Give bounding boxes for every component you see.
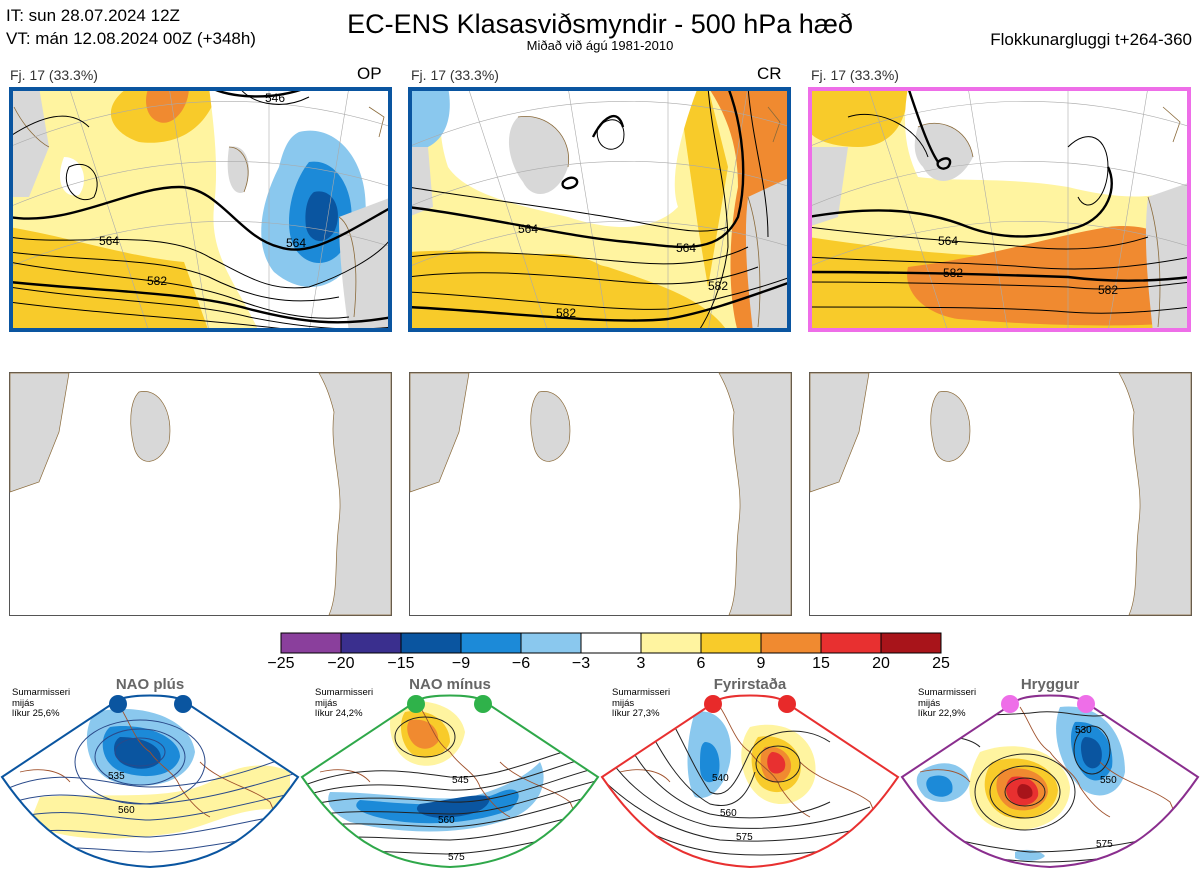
contour-label: 575 <box>1096 839 1113 850</box>
colorbar-ticks: −25 −20 −15 −9 −6 −3 3 6 9 15 20 25 <box>250 655 970 675</box>
contour-label: 564 <box>518 222 538 236</box>
regime-dot <box>174 695 192 713</box>
colorbar-swatch <box>400 632 462 654</box>
header-timestamps: IT: sun 28.07.2024 12Z VT: mán 12.08.202… <box>6 4 256 50</box>
page-subtitle: Miðað við ágú 1981-2010 <box>526 38 674 53</box>
colorbar <box>280 632 942 654</box>
colorbar-tick: −6 <box>511 655 531 672</box>
regime-dot <box>704 695 722 713</box>
contour-label: 582 <box>147 274 167 288</box>
colorbar-tick: 25 <box>932 655 950 672</box>
panel-border <box>408 87 791 332</box>
contour-label: 564 <box>676 241 696 255</box>
contour-label: 535 <box>108 771 125 782</box>
regime-map-ridge: 530 550 575 <box>900 694 1200 869</box>
colorbar-swatch <box>700 632 762 654</box>
contour-label: 575 <box>448 852 465 863</box>
colorbar-swatch <box>820 632 882 654</box>
regime-title-nao-plus: NAO plús <box>115 676 185 693</box>
contour-label: 582 <box>943 266 963 280</box>
colorbar-swatch <box>340 632 402 654</box>
contour-label: 564 <box>99 234 119 248</box>
panel-3-label: Fj. 17 (33.3%) <box>811 67 899 83</box>
colorbar-swatch <box>520 632 582 654</box>
contour-label: 564 <box>938 234 958 248</box>
panel-2-label: Fj. 17 (33.3%) <box>411 67 499 83</box>
colorbar-tick: 6 <box>696 655 706 672</box>
contour-label: 550 <box>1100 775 1117 786</box>
regime-note-1: Sumarmisseri mijás líkur 25,6% <box>12 687 71 719</box>
regime-dot <box>474 695 492 713</box>
regime-title-ridge: Hryggur <box>1020 676 1080 693</box>
colorbar-tick: 9 <box>756 655 766 672</box>
contour-label: 582 <box>1098 283 1118 297</box>
page-title: EC-ENS Klasasviðsmyndir - 500 hPa hæð <box>347 9 853 39</box>
init-time: IT: sun 28.07.2024 12Z <box>6 6 180 25</box>
colorbar-swatch <box>460 632 522 654</box>
contour-label: 546 <box>265 91 285 105</box>
classification-window: Flokkunargluggi t+264-360 <box>990 30 1192 49</box>
contour-label: 575 <box>736 832 753 843</box>
colorbar-tick: 15 <box>812 655 830 672</box>
colorbar-tick: −15 <box>387 655 415 672</box>
contour-label: 560 <box>118 805 135 816</box>
regime-map-blocking: 540 560 575 <box>600 694 900 869</box>
regime-dot <box>1077 695 1095 713</box>
valid-time: VT: mán 12.08.2024 00Z (+348h) <box>6 29 256 48</box>
regime-note-2: Sumarmisseri mijás líkur 24,2% <box>315 687 374 719</box>
regime-note-3: Sumarmisseri mijás líkur 27,3% <box>612 687 671 719</box>
colorbar-tick: −25 <box>267 655 295 672</box>
regime-title-nao-minus: NAO mínus <box>409 676 491 693</box>
contour-label: 560 <box>720 808 737 819</box>
colorbar-tick: 3 <box>636 655 646 672</box>
contour-label: 540 <box>712 773 729 784</box>
contour-label: 560 <box>438 815 455 826</box>
contour-label: 545 <box>452 775 469 786</box>
regime-map-nao-minus: 545 560 575 <box>300 694 600 869</box>
cluster-map-3: 564 582 582 <box>808 87 1191 332</box>
colorbar-tick: 20 <box>872 655 890 672</box>
empty-map-1 <box>9 372 392 616</box>
contour-label: 564 <box>286 236 306 250</box>
panel-1-label: Fj. 17 (33.3%) <box>10 67 98 83</box>
contour-label: 530 <box>1075 725 1092 736</box>
cluster-map-op: 546 564 564 582 <box>9 87 392 332</box>
empty-map-2 <box>409 372 792 616</box>
panel-border <box>9 87 392 332</box>
colorbar-swatch <box>760 632 822 654</box>
colorbar-swatch <box>580 632 642 654</box>
contour-label: 582 <box>708 279 728 293</box>
colorbar-tick: −20 <box>327 655 355 672</box>
contour-label: 582 <box>556 306 576 320</box>
colorbar-tick: −3 <box>571 655 591 672</box>
regime-note-4: Sumarmisseri mijás líkur 22,9% <box>918 687 977 719</box>
regime-map-nao-plus: 535 560 <box>0 694 300 869</box>
regime-dot <box>109 695 127 713</box>
colorbar-swatch <box>880 632 942 654</box>
regime-dot <box>778 695 796 713</box>
empty-map-3 <box>809 372 1192 616</box>
panel-border <box>808 87 1191 332</box>
regime-dot <box>1001 695 1019 713</box>
regime-title-blocking: Fyrirstaða <box>713 676 787 693</box>
colorbar-swatch <box>280 632 342 654</box>
cluster-map-cr: 564 564 582 582 <box>408 87 791 332</box>
colorbar-tick: −9 <box>451 655 471 672</box>
panel-2-tag: CR <box>757 64 782 83</box>
colorbar-swatch <box>640 632 702 654</box>
panel-1-tag: OP <box>357 64 382 83</box>
regime-dot <box>407 695 425 713</box>
